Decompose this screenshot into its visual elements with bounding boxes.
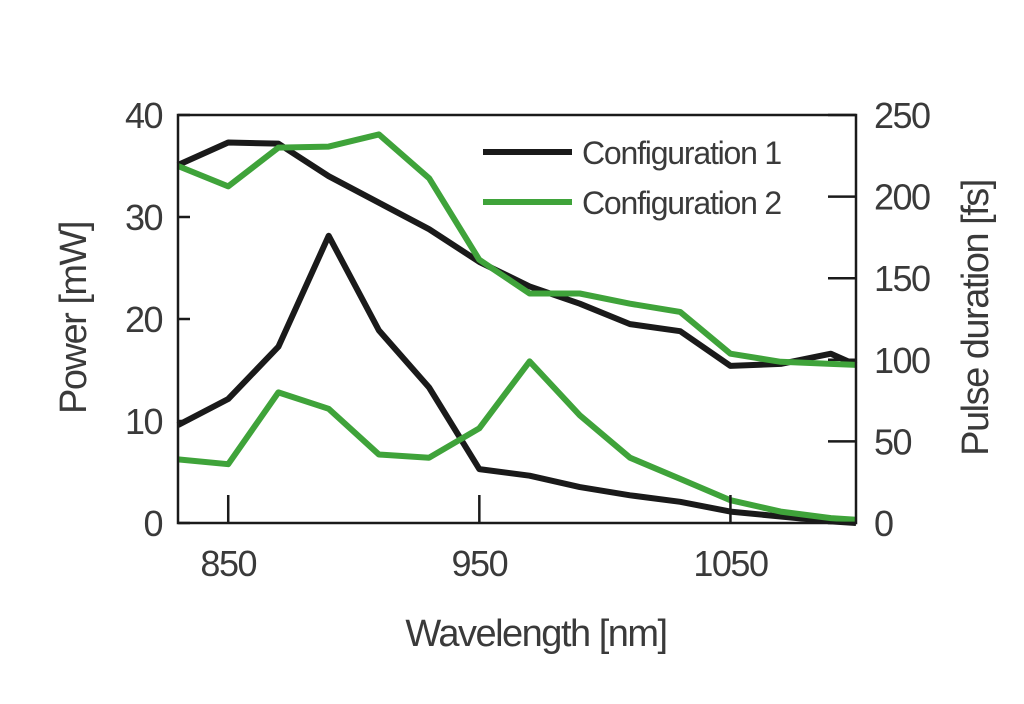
legend-label-configuration-1: Configuration 1 [582,135,781,171]
series-line-configuration-1-pulse-duration [176,232,857,526]
y-right-tick-label: 150 [874,258,930,299]
x-tick-label: 850 [200,543,256,584]
y-axis-right-title: Pulse duration [fs] [955,180,997,456]
series-line-configuration-2-pulse-duration [177,358,857,523]
legend-label-configuration-2: Configuration 2 [582,185,781,221]
y-right-tick-label: 200 [874,177,930,218]
y-axis-left-title: Power [mW] [53,222,95,414]
legend: Configuration 1 Configuration 2 [483,135,783,221]
y-right-tick-label: 50 [874,421,912,462]
y-left-tick-label: 0 [143,503,162,544]
y-right-tick-label: 0 [874,503,893,544]
y-left-tick-label: 20 [125,299,163,340]
ticks-layer: 850 950 1050 0 10 20 30 40 0 50 100 150 200 250 [125,95,932,584]
series-layer [176,131,858,526]
y-left-tick-label: 40 [125,95,163,136]
y-right-tick-label: 250 [874,95,930,136]
x-tick-label: 950 [452,543,508,584]
y-left-tick-label: 30 [125,197,163,238]
series-line-configuration-1-power [176,139,858,369]
x-tick-label: 1050 [693,543,768,584]
y-right-tick-label: 100 [874,340,930,381]
plot-frame [176,113,858,525]
x-axis-title: Wavelength [nm] [405,613,666,655]
series-line-configuration-2-power [176,131,857,368]
y-left-tick-label: 10 [125,401,163,442]
